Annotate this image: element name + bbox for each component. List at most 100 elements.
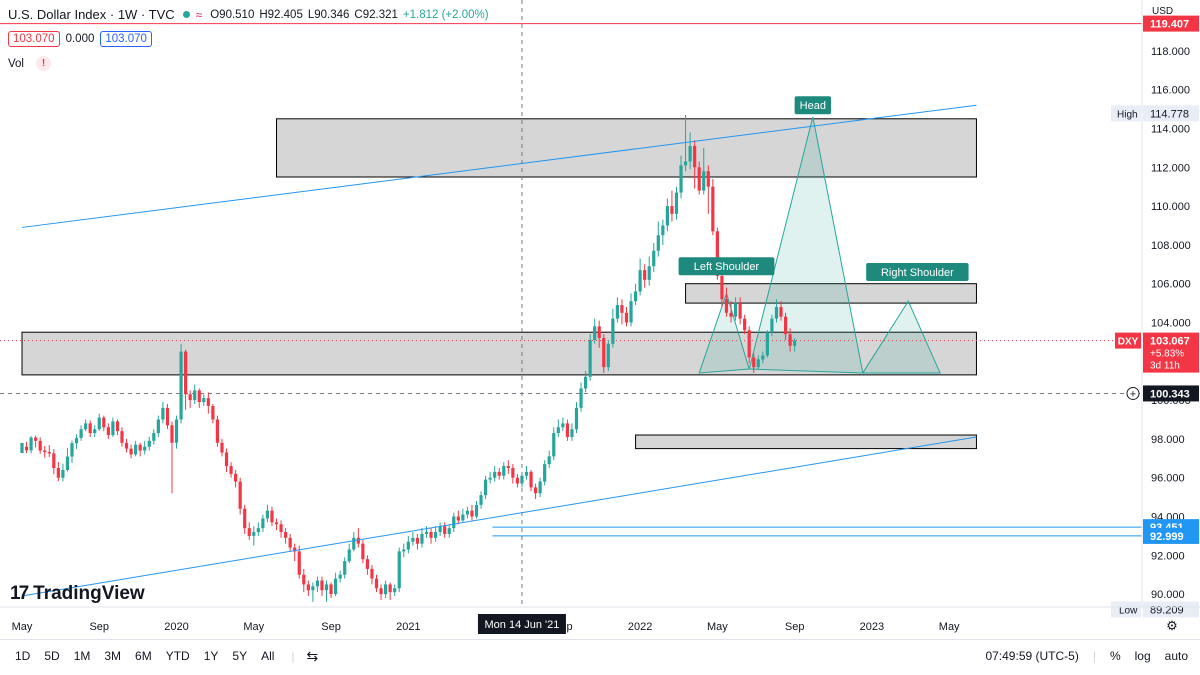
timeframe-6m[interactable]: 6M: [135, 649, 152, 663]
candle-body: [211, 405, 215, 420]
crosshair-date: Mon 14 Jun '21: [485, 619, 560, 631]
low-label-bg: [1111, 601, 1141, 618]
candle-body: [229, 466, 233, 474]
candle-body: [779, 306, 783, 317]
candle-body: [274, 522, 279, 525]
bid-price[interactable]: 103.070: [8, 31, 60, 47]
candle-body: [152, 433, 156, 441]
candle-body: [365, 559, 370, 569]
low-label: Low: [1119, 605, 1138, 616]
candle-body: [134, 444, 138, 455]
candle-body: [370, 568, 374, 579]
hline-tag-bg: [1143, 527, 1199, 544]
candle-body: [393, 588, 397, 593]
volume-label: Vol: [8, 57, 24, 70]
x-tick-label: Sep: [785, 621, 805, 633]
y-tick-label: 114.000: [1151, 124, 1190, 136]
candle-body: [456, 516, 460, 521]
open-value: O90.510: [210, 8, 255, 21]
candle-body: [374, 578, 379, 589]
candle-body: [711, 186, 715, 232]
candle-body: [147, 440, 151, 447]
high-value: 114.778: [1150, 108, 1189, 120]
timeframe-5d[interactable]: 5D: [44, 649, 60, 663]
warning-icon[interactable]: !: [36, 56, 51, 71]
symbol-title[interactable]: U.S. Dollar Index · 1W · TVC: [8, 7, 175, 22]
candle-body: [433, 532, 438, 538]
candle-body: [156, 419, 160, 434]
candle-body: [756, 359, 760, 368]
timeframe-1d[interactable]: 1D: [15, 649, 31, 663]
symbol-tag-bg: [1115, 332, 1141, 349]
candle-body: [88, 423, 92, 434]
candle-body: [102, 417, 106, 428]
candle-body: [702, 171, 706, 191]
crosshair-date-bg: [477, 614, 566, 634]
percent-toggle[interactable]: %: [1109, 649, 1121, 663]
pattern-ls: [698, 291, 750, 374]
candle-body: [43, 450, 47, 453]
x-tick-label: Sep: [89, 621, 109, 633]
tradingview-logo: 17 TradingView: [10, 583, 145, 605]
x-tick-label: May: [707, 621, 728, 633]
log-toggle[interactable]: log: [1134, 649, 1151, 663]
candle-body: [279, 524, 283, 533]
auto-toggle[interactable]: auto: [1164, 649, 1188, 663]
candle-body: [288, 537, 292, 548]
candle-body: [234, 473, 238, 482]
candle-body: [747, 330, 751, 358]
candle-body: [61, 469, 65, 478]
candle-body: [215, 419, 220, 443]
candle-body: [461, 514, 465, 521]
candle-body: [483, 479, 488, 496]
candle-body: [738, 303, 742, 319]
x-tick-label: Sep: [321, 621, 341, 633]
crosshair-price-tag: 100.343: [1150, 388, 1190, 400]
timeframe-3m[interactable]: 3M: [104, 649, 122, 663]
y-tick-label: 92.000: [1151, 550, 1185, 562]
candle-body: [220, 442, 224, 453]
wave-icon[interactable]: ≈: [195, 7, 203, 22]
candle-body: [238, 481, 242, 509]
high-value-bg: [1143, 105, 1199, 122]
candle-body: [93, 429, 97, 434]
candle-body: [624, 312, 629, 323]
candle-body: [502, 466, 506, 476]
candle-body: [743, 318, 747, 331]
volume-legend: Vol !: [8, 56, 51, 71]
timeframe-1y[interactable]: 1Y: [203, 649, 219, 663]
candle-body: [129, 448, 133, 455]
sr-zone: [276, 118, 977, 178]
price-row: 103.070 0.000 103.070: [8, 31, 152, 47]
sr-zone: [685, 283, 977, 304]
candle-body: [474, 504, 479, 517]
top-line-tag: 119.407: [1150, 19, 1189, 31]
ask-price[interactable]: 103.070: [100, 31, 152, 47]
label-left-shoulder-bg: [678, 257, 775, 276]
candle-body: [284, 532, 288, 538]
timeframe-5y[interactable]: 5Y: [232, 649, 248, 663]
top-line-tag-bg: [1143, 15, 1199, 32]
candle-body: [529, 471, 533, 488]
candle-body: [429, 532, 433, 538]
crosshair-price-tag-bg: [1143, 385, 1199, 402]
candle-body: [656, 235, 660, 251]
candle-body: [606, 343, 610, 368]
candle-body: [697, 167, 701, 191]
candle-body: [356, 537, 360, 544]
high-value: H92.405: [259, 8, 303, 21]
timeframe-ytd[interactable]: YTD: [165, 649, 190, 663]
candle-body: [70, 443, 74, 457]
candle-body: [633, 291, 638, 302]
clock[interactable]: 07:49:59 (UTC-5): [985, 649, 1079, 663]
x-tick-label: May: [243, 621, 264, 633]
timeframe-all[interactable]: All: [261, 649, 275, 663]
candle-body: [379, 588, 383, 595]
y-tick-label: 116.000: [1151, 85, 1190, 97]
candle-body: [579, 388, 583, 408]
timeframe-1m[interactable]: 1M: [73, 649, 91, 663]
date-range-icon[interactable]: ⇆: [306, 647, 319, 664]
candle-body: [670, 206, 674, 214]
candle-body: [479, 495, 483, 505]
